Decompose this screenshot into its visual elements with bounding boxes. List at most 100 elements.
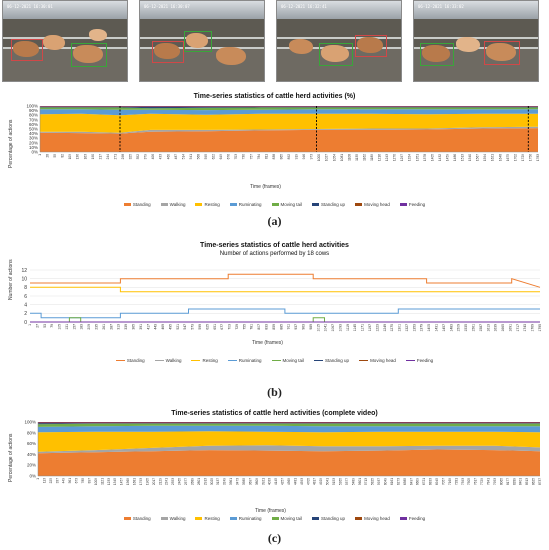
chart-a-xtick-label: 730 (242, 154, 246, 160)
chart-a-xtick-label: 1621 (491, 154, 495, 161)
timestamp-1: 06-12-2021 16:30:01 (7, 4, 53, 9)
chart-a-xtick-label: 217 (98, 154, 102, 160)
timestamp-3: 06-12-2021 16:32:41 (281, 4, 327, 9)
chart-a-xtick-label: 190 (91, 154, 95, 160)
chart-a-xtick-label: 1756 (528, 154, 532, 161)
chart-a-xtick-label: 1054 (332, 154, 336, 161)
chart-a-legend-swatch (399, 203, 407, 206)
chart-b-xtick-label: 1301 (398, 324, 402, 332)
chart-a-legend-swatch (160, 203, 168, 206)
chart-b-ytick-label: 6 (24, 294, 27, 300)
chart-c-xtick-label: 7393 (461, 478, 465, 485)
chart-b-xtick-label: 1483 (449, 324, 453, 332)
chart-b-xtick-label: 573 (191, 324, 195, 330)
chart-b-legend-swatch (271, 359, 281, 362)
chart-c-xtick-label: 2465 (178, 478, 182, 485)
chart-c-xtick-label: 2801 (197, 478, 201, 485)
chart-a-xtick-label: 1216 (378, 154, 382, 161)
chart-c-xtick-label: 8513 (525, 478, 529, 485)
chart-c-xtick-label: 225 (49, 478, 53, 484)
chart-b-xtick-label: 1249 (383, 324, 387, 332)
chart-b-xtick-label: 1353 (412, 324, 416, 332)
chart-b-legend-swatch (154, 359, 164, 362)
chart-a-legend-item-feeding: Feeding (399, 202, 425, 207)
chart-c-legend-swatch (195, 517, 203, 520)
chart-c-ytick-label: 100% (24, 420, 36, 425)
chart-c-legend-label: Standing up (321, 516, 346, 521)
chart-a-xtick-label: 1729 (521, 154, 525, 161)
chart-c-xtick-label: 5153 (332, 478, 336, 485)
chart-b-xtick-label: 443 (154, 324, 158, 330)
chart-b-xtick-label: 1093 (338, 324, 342, 332)
chart-a-xtick-label: 541 (189, 154, 193, 160)
chart-b-legend-label: Moving tail (282, 358, 305, 363)
chart-c-xtick-label: 6497 (409, 478, 413, 485)
chart-c-area-walking (38, 445, 540, 454)
chart-c-xtick-label: 5825 (371, 478, 375, 485)
chart-a-xtick-label: 109 (68, 154, 72, 160)
chart-c-xtick-label: 4033 (268, 478, 272, 485)
chart-b-xtick-label: 1665 (501, 324, 505, 332)
chart-a-legend-label: Resting (204, 202, 220, 207)
chart-b-legend-label: Standing up (325, 358, 350, 363)
chart-a-legend-label: Standing (132, 202, 151, 207)
chart-b-xtick-label: 1795 (538, 324, 542, 332)
chart-c-legend-swatch (229, 517, 237, 520)
chart-c-legend-label: Resting (204, 516, 220, 521)
chart-c-ytick-label: 0% (29, 474, 36, 479)
chart-a-xtick-label: 325 (129, 154, 133, 160)
chart-c-xtick-label: 3697 (248, 478, 252, 485)
caption-a: (a) (267, 214, 282, 228)
chart-a-xtick-label: 865 (279, 154, 283, 160)
chart-b-xtick-label: 53 (43, 324, 47, 328)
chart-b-xtick-label: 963 (301, 324, 305, 330)
chart-c-legend-swatch (312, 517, 320, 520)
frame-thumbnail-1: 06-12-2021 16:30:01 (2, 0, 128, 82)
chart-a-legend-item-ruminating: Ruminating (229, 202, 262, 207)
chart-c-area-resting (38, 431, 540, 452)
chart-c-legend-item-standing-up: Standing up (312, 516, 345, 521)
chart-b-xtick-label: 1 (28, 324, 32, 326)
chart-a-legend-item-standing: Standing (123, 202, 151, 207)
chart-a-legend-label: Moving head (364, 202, 390, 207)
chart-a-area-moving-tail (40, 107, 538, 111)
chart-b-legend-item-ruminating: Ruminating (227, 358, 262, 363)
chart-b-xtick-label: 911 (287, 324, 291, 330)
frame-thumbnail-3: 06-12-2021 16:32:41 (276, 0, 402, 82)
chart-c-legend-label: Walking (169, 516, 186, 521)
chart-a-xtick-label: 568 (196, 154, 200, 160)
chart-b-xtick-label: 1691 (508, 324, 512, 332)
chart-c-xtick-label: 2017 (152, 478, 156, 485)
chart-b-xtick-label: 1327 (405, 324, 409, 332)
chart-a-legend-item-walking: Walking (160, 202, 185, 207)
chart-b-line-ruminating (30, 308, 540, 319)
chart-a-ytick-label: 20% (29, 140, 38, 145)
chart-b-subtitle: Number of actions performed by 18 cows (219, 251, 330, 257)
chart-b-xtick-label: 131 (65, 324, 69, 330)
frame-thumbnails: 06-12-2021 16:30:01 06-12-2021 16:30:07 … (0, 0, 549, 82)
chart-c-xtick-label: 1009 (94, 478, 98, 485)
chart-b-legend-label: Feeding (416, 358, 434, 363)
chart-a-xtick-label: 1 (38, 154, 42, 156)
chart-c-xtick-label: 4369 (287, 478, 291, 485)
chart-a-legend-swatch (123, 203, 131, 206)
chart-b-xtick-label: 989 (309, 324, 313, 330)
chart-b-xtick-label: 469 (161, 324, 165, 330)
chart-a-xtick-label: 946 (302, 154, 306, 160)
chart-c-xtick-label: 3809 (255, 478, 259, 485)
chart-a-xtick-label: 514 (181, 154, 185, 160)
chart-b-xtick-label: 157 (72, 324, 76, 330)
chart-b-legend-swatch (405, 359, 415, 362)
chart-c-xtick-label: 4593 (300, 478, 304, 485)
chart-c-xtick-label: 6721 (422, 478, 426, 485)
chart-b-xtick-label: 79 (50, 324, 54, 328)
chart-a-xtick-label: 1540 (468, 154, 472, 161)
chart-a-xtick-label: 1378 (423, 154, 427, 161)
chart-a-legend-swatch (195, 203, 203, 206)
chart-b-xtick-label: 781 (250, 324, 254, 330)
chart-b-xtick-label: 833 (265, 324, 269, 330)
chart-b-legend-label: Ruminating (238, 358, 262, 363)
chart-c-xtick-label: 337 (55, 478, 59, 484)
chart-b: 0 2 4 6 8 10 12 1 27 53 79 105 131 157 183 209 235 261 287… (21, 268, 542, 332)
chart-c-xtick-label: 6161 (390, 478, 394, 485)
